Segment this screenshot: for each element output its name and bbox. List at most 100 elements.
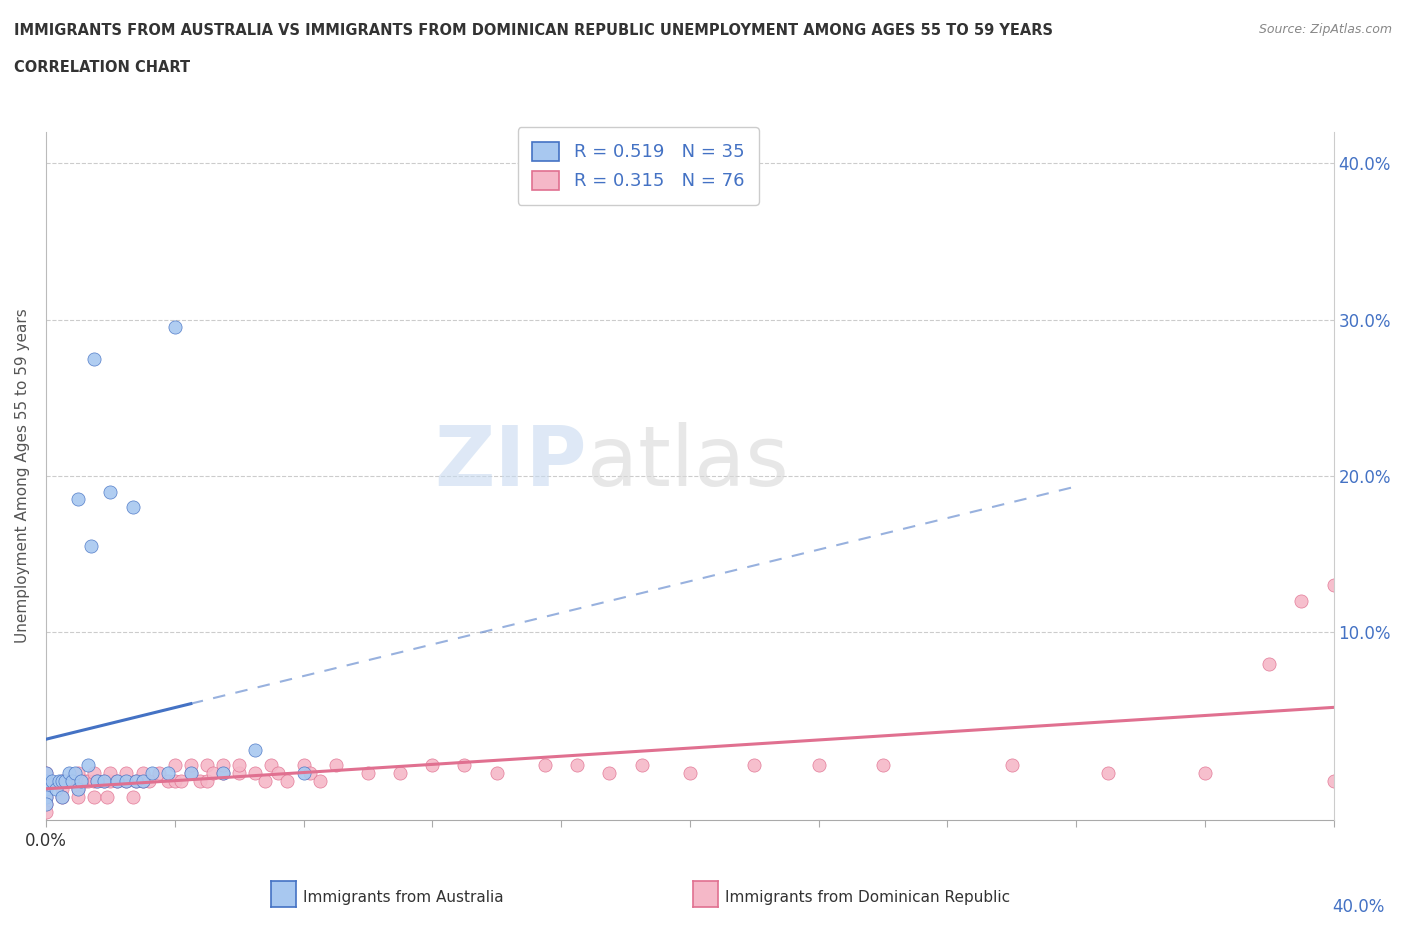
Text: CORRELATION CHART: CORRELATION CHART <box>14 60 190 75</box>
Point <box>35 804 58 819</box>
Point <box>195 758 218 773</box>
Point <box>325 758 347 773</box>
Point <box>80 539 103 554</box>
Point <box>245 742 267 757</box>
Point <box>1291 593 1313 608</box>
Point <box>35 797 58 812</box>
Point <box>163 320 186 335</box>
Point <box>1097 765 1119 780</box>
Point <box>105 774 128 789</box>
Point <box>51 774 73 789</box>
Point <box>35 797 58 812</box>
Point <box>292 765 315 780</box>
Point <box>420 758 443 773</box>
Point <box>58 765 80 780</box>
Point <box>872 758 894 773</box>
Point <box>212 765 235 780</box>
Point <box>67 774 90 789</box>
Point <box>76 758 98 773</box>
Point <box>63 765 86 780</box>
Point <box>122 790 145 804</box>
Point <box>389 765 412 780</box>
Point <box>105 774 128 789</box>
Point <box>67 492 90 507</box>
Point <box>565 758 588 773</box>
Point <box>453 758 475 773</box>
Point <box>67 790 90 804</box>
Point <box>1258 657 1281 671</box>
Point <box>35 790 58 804</box>
Point <box>357 765 380 780</box>
Point <box>157 765 180 780</box>
Point <box>98 485 121 499</box>
Text: 40.0%: 40.0% <box>1333 897 1385 916</box>
Point <box>195 774 218 789</box>
Point <box>141 765 163 780</box>
Point <box>260 758 283 773</box>
Text: IMMIGRANTS FROM AUSTRALIA VS IMMIGRANTS FROM DOMINICAN REPUBLIC UNEMPLOYMENT AMO: IMMIGRANTS FROM AUSTRALIA VS IMMIGRANTS … <box>14 23 1053 38</box>
Point <box>35 781 58 796</box>
Point <box>35 790 58 804</box>
Point <box>73 774 96 789</box>
Point <box>60 774 83 789</box>
Point <box>170 774 193 789</box>
Point <box>67 781 90 796</box>
Point <box>67 781 90 796</box>
Legend: R = 0.519   N = 35, R = 0.315   N = 76: R = 0.519 N = 35, R = 0.315 N = 76 <box>517 127 759 205</box>
Point <box>180 758 202 773</box>
Point <box>148 765 170 780</box>
Point <box>51 781 73 796</box>
Point <box>83 790 105 804</box>
Point <box>228 758 250 773</box>
Point <box>212 758 235 773</box>
Point <box>131 774 153 789</box>
Point <box>534 758 557 773</box>
Text: Immigrants from Australia: Immigrants from Australia <box>304 890 503 905</box>
Point <box>1001 758 1024 773</box>
Point <box>202 765 225 780</box>
Point <box>292 758 315 773</box>
Point <box>253 774 276 789</box>
Text: Source: ZipAtlas.com: Source: ZipAtlas.com <box>1258 23 1392 36</box>
Point <box>276 774 298 789</box>
Point <box>125 774 148 789</box>
Point <box>157 774 180 789</box>
Point <box>122 499 145 514</box>
Point <box>308 774 330 789</box>
Y-axis label: Unemployment Among Ages 55 to 59 years: Unemployment Among Ages 55 to 59 years <box>15 309 30 644</box>
Text: atlas: atlas <box>586 421 789 503</box>
Point <box>138 774 160 789</box>
Point <box>86 774 108 789</box>
Point <box>93 774 115 789</box>
Point <box>51 774 73 789</box>
Point <box>41 774 63 789</box>
Point <box>485 765 508 780</box>
Point <box>1323 578 1346 593</box>
Point <box>212 765 235 780</box>
Point <box>630 758 652 773</box>
Point <box>96 790 118 804</box>
Point <box>131 774 153 789</box>
Point <box>45 781 67 796</box>
Point <box>267 765 290 780</box>
Point <box>1194 765 1216 780</box>
Point <box>83 774 105 789</box>
Point <box>190 774 212 789</box>
Point <box>115 774 138 789</box>
Point <box>83 765 105 780</box>
Point <box>180 765 202 780</box>
Point <box>53 774 76 789</box>
Point <box>115 774 138 789</box>
Point <box>125 774 148 789</box>
Point <box>98 774 121 789</box>
Point <box>180 765 202 780</box>
Point <box>35 765 58 780</box>
Point <box>48 774 70 789</box>
Point <box>679 765 702 780</box>
Point <box>67 765 90 780</box>
Text: Immigrants from Dominican Republic: Immigrants from Dominican Republic <box>725 890 1010 905</box>
Point <box>51 790 73 804</box>
Point <box>807 758 830 773</box>
Point <box>598 765 620 780</box>
Point <box>35 765 58 780</box>
